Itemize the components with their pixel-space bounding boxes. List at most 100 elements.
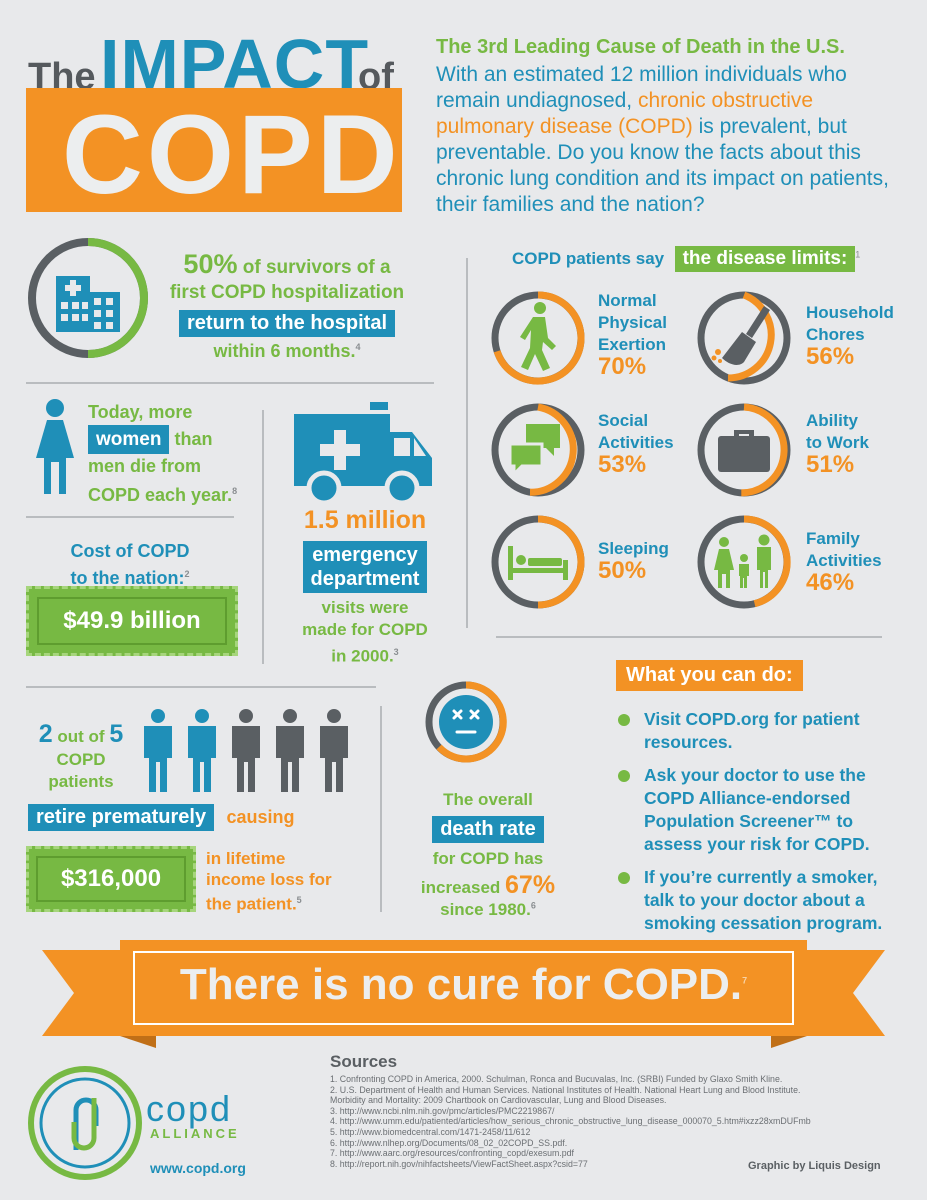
title-copd: COPD [62,92,402,217]
limit-pct: 53% [598,451,647,478]
source-item[interactable]: 4. http://www.umm.edu/patiented/articles… [330,1116,811,1127]
bed-icon [508,546,568,580]
intro-text: With an estimated 12 million individuals… [436,62,906,218]
limits-heading: COPD patients say the disease limits: 1 [512,246,860,272]
divider [26,686,376,688]
cost-amount: $49.9 billion [63,607,201,634]
divider [496,636,882,638]
source-item[interactable]: 3. http://www.ncbi.nlm.nih.gov/pmc/artic… [330,1105,555,1116]
retire-box: retire prematurely [28,804,215,831]
chat-bubbles-icon [508,424,560,478]
emergency-line3: in 2000. [331,646,394,666]
source-item[interactable]: 8. http://report.nih.gov/nihfactsheets/V… [330,1158,588,1169]
limit-label-exertion: Normal Physical Exertion 70% [598,291,667,380]
hospital-line3: within 6 months. [213,341,356,361]
cost-bill: $49.9 billion [26,586,238,656]
cost-label: Cost of COPD to the nation:2 [40,540,220,590]
intro-text-highlight: chronic obstructive pulmonary disease (C… [436,89,814,138]
limit-ring-exertion [491,291,585,385]
dead-face-icon [452,709,480,734]
retire-line4: income loss for [206,870,332,889]
todo-item: Visit COPD.org for patient resources. [618,708,908,754]
retire-income: in lifetime income loss for the patient.… [206,848,332,915]
death-ref: 6 [530,900,536,911]
retire-five: 5 [109,720,124,748]
todo-list: Visit COPD.org for patient resources. As… [618,708,908,945]
intro-text-a: With an estimated 12 million individuals… [436,63,847,112]
emergency-line1: visits were [321,598,409,617]
death-line2: for COPD has [432,849,544,868]
women-ref: 8 [232,486,238,496]
cost-line2: to the nation: [70,568,185,588]
person-icon [144,709,172,792]
retire-stat: 2 out of 5 COPD patients [26,720,136,793]
source-item[interactable]: 6. http://www.nlhep.org/Documents/08_02_… [330,1137,568,1148]
emergency-box1: emergency [312,544,418,566]
death-stat: The overall death rate for COPD has incr… [398,790,578,920]
todo-heading-row: What you can do: [616,660,803,691]
person-icon [232,709,260,792]
source-item: 2. U.S. Department of Health and Human S… [330,1084,801,1095]
women-box: women [88,425,170,454]
broom-icon [711,306,770,365]
retire-box-row: retire prematurely causing [28,804,295,831]
logo-alliance: ALLIANCE [150,1126,240,1141]
source-item[interactable]: 5. http://www.biomedcentral.com/1471-245… [330,1126,531,1137]
banner-text: There is no cure for COPD.7 [120,960,807,1010]
intro-heading: The 3rd Leading Cause of Death in the U.… [436,36,845,58]
divider [26,382,434,384]
person-icon [188,709,216,792]
source-item[interactable]: 7. http://www.aarc.org/resources/confron… [330,1148,574,1159]
banner-ref: 7 [742,975,748,986]
emergency-line2: made for COPD [302,620,428,639]
emergency-box2: department [310,568,420,590]
limit-label-work: Ability to Work 51% [806,411,869,478]
sources-list: 1. Confronting COPD in America, 2000. Sc… [330,1074,920,1169]
women-line1: Today, more [88,402,193,422]
intro-text-b: is prevalent, but preventable. Do you kn… [436,115,889,216]
title-copd-box [26,88,402,212]
retire-two: 2 [38,720,53,748]
limit-pct: 50% [598,557,647,584]
limit-pct: 56% [806,343,855,370]
limit-ring-family [697,515,791,609]
hospital-ref: 4 [355,342,361,352]
retire-line3: in lifetime [206,849,286,868]
hospital-pct: 50% [183,249,238,279]
limit-ring-social [491,403,585,497]
retire-line5: the patient. [206,894,297,914]
logo-url[interactable]: www.copd.org [150,1160,246,1176]
limit-ring-sleeping [491,515,585,609]
death-pct: 67% [505,871,556,899]
logo-copd: copd [146,1088,233,1129]
divider [466,258,468,628]
limits-intro: COPD patients say [512,249,665,268]
limit-label-chores: Household Chores 56% [806,303,894,370]
cost-line1: Cost of COPD [70,541,190,561]
limit-pct: 70% [598,353,647,380]
source-item: Morbidity and Mortality: 2009 Chartbook … [330,1095,667,1106]
divider [262,410,264,664]
death-face-ring [425,681,507,763]
divider [26,516,234,518]
credit: Graphic by Liquis Design [748,1160,881,1172]
retire-line1: COPD [56,750,106,769]
briefcase-icon [718,430,770,472]
limit-ring-work [697,403,791,497]
sources-heading: Sources [330,1052,398,1071]
limit-pct: 46% [806,569,855,596]
death-line3: increased [420,878,501,897]
death-box: death rate [432,816,544,843]
banner-ribbon [42,940,885,1048]
person-icon [320,709,348,792]
retire-bill: $316,000 [26,846,196,912]
emergency-stat: 1.5 million emergency department visits … [270,506,460,668]
ambulance-icon [294,402,432,506]
hospital-ring [28,238,148,358]
copd-alliance-logo-icon [28,1066,142,1180]
todo-item: Ask your doctor to use the COPD Alliance… [618,764,908,856]
person-icon [276,709,304,792]
limit-pct: 51% [806,451,855,478]
limit-label-sleeping: Sleeping 50% [598,539,669,584]
retire-causing: causing [226,807,295,827]
